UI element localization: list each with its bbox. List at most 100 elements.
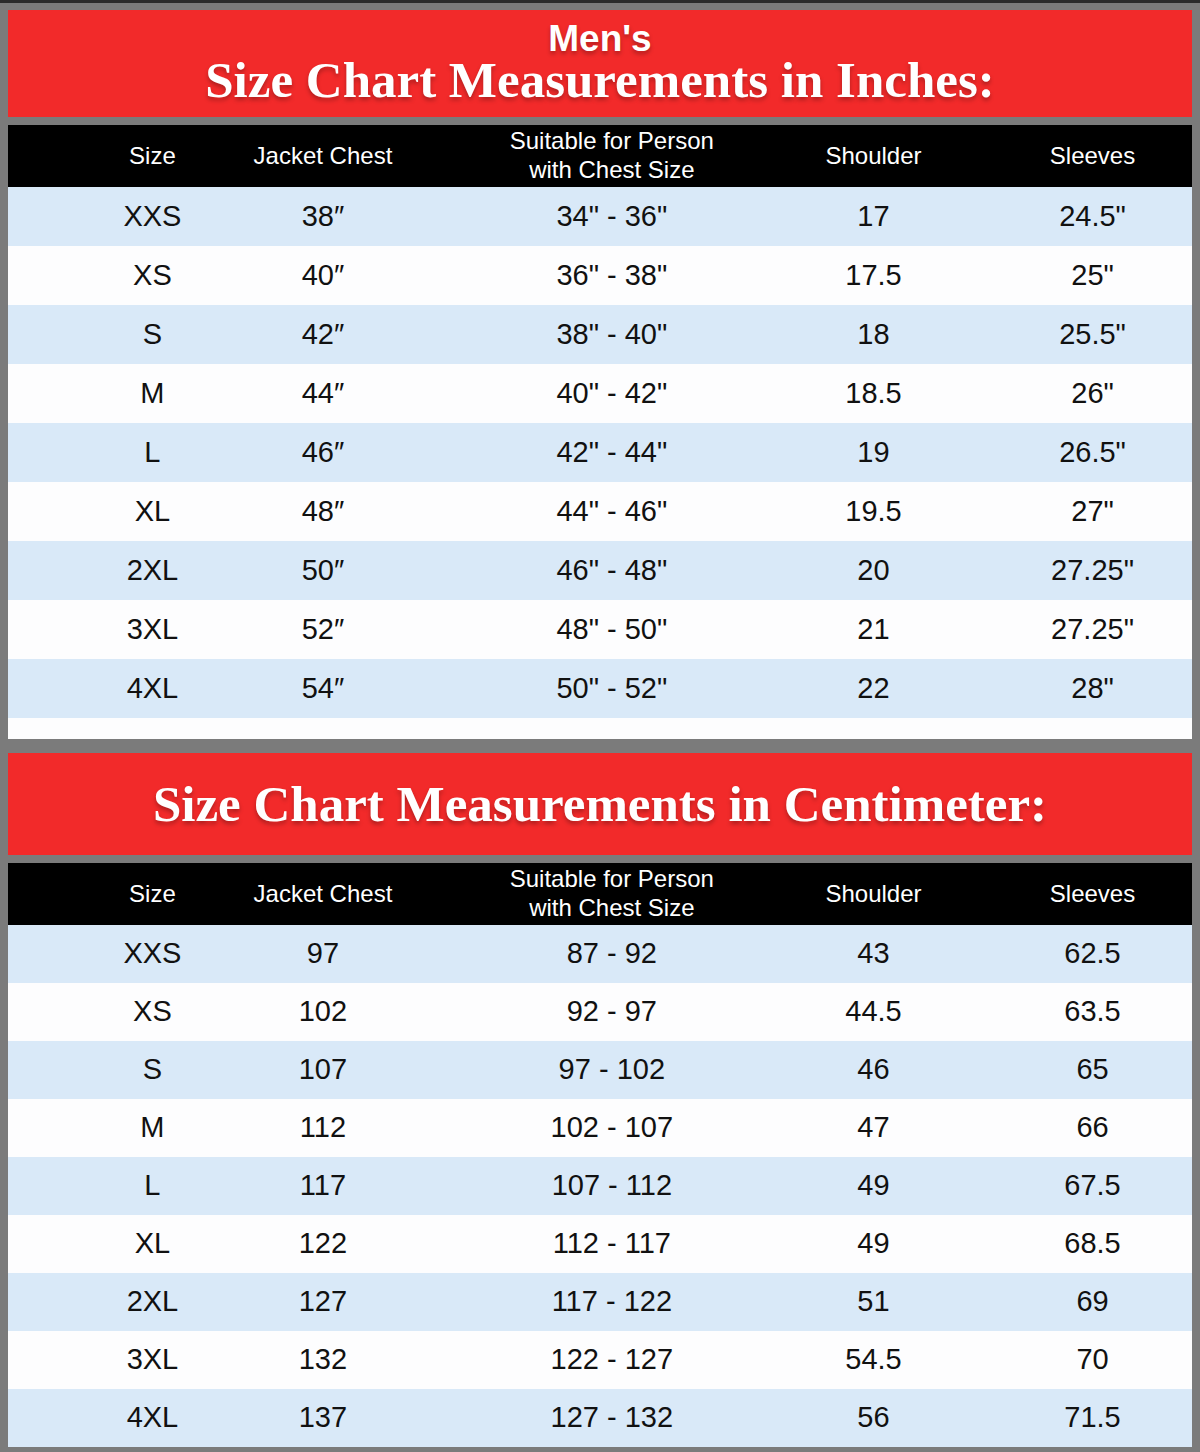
table-cell: 70 [1076, 1344, 1108, 1375]
column-header: Shoulder [825, 880, 921, 909]
table-row: M44″40" - 42"18.526" [8, 364, 1192, 423]
table-cell: 24.5" [1059, 201, 1126, 232]
table-cell: L [144, 437, 160, 468]
table-cell: 48″ [302, 496, 345, 527]
table-row: 3XL 52″ 48" - 50" 21 27.25" [8, 600, 1192, 659]
table-cell: 117 - 122 [552, 1286, 672, 1317]
table-cell: S [143, 319, 162, 350]
table-cell: 46″ [302, 437, 345, 468]
table-cell: 27.25" [1051, 555, 1134, 586]
table-row: 2XL 127 117 - 122 51 69 [8, 1273, 1192, 1331]
table-cell: 71.5 [1064, 1402, 1120, 1433]
table-row: 2XL 50″ 46" - 48" 20 27.25" [8, 541, 1192, 600]
table-cell: 27" [1071, 496, 1114, 527]
table-cell: 97 - 102 [559, 1054, 665, 1085]
table-cell: 26.5" [1059, 437, 1126, 468]
table-cell: XXS [123, 938, 181, 969]
table-row: XL48″44" - 46"19.527" [8, 482, 1192, 541]
table-cell: 4XL [127, 673, 179, 704]
table-cell: 2XL [127, 1286, 179, 1317]
table-cell: 137 [299, 1402, 347, 1433]
table-cell: 43 [857, 938, 889, 969]
table-row: L117107 - 1124967.5 [8, 1157, 1192, 1215]
column-header: Jacket Chest [254, 142, 393, 171]
inches-table-header-row: Size Jacket Chest Suitable for Person with… [8, 125, 1192, 187]
table-row: 4XL137127 - 1325671.5 [8, 1389, 1192, 1447]
table-cell: 36" - 38" [556, 260, 667, 291]
table-cell: 25" [1071, 260, 1114, 291]
column-header: Sleeves [1050, 880, 1135, 909]
table-cell: 21 [857, 614, 889, 645]
table-cell: 65 [1076, 1054, 1108, 1085]
table-cell: 97 [307, 938, 339, 969]
table-cell: 46" - 48" [556, 555, 667, 586]
table-cell: 44″ [302, 378, 345, 409]
table-row: XXS38″34" - 36"1724.5" [8, 187, 1192, 246]
centimeter-banner-title: Size Chart Measurements in Centimeter: [153, 778, 1047, 830]
table-row: S42″38" - 40"1825.5" [8, 305, 1192, 364]
inches-table-body: XXS38″34" - 36"1724.5"XS40″36" - 38"17.5… [8, 187, 1192, 718]
table-cell: 46 [857, 1054, 889, 1085]
table-cell: 49 [857, 1170, 889, 1201]
table-cell: 34" - 36" [556, 201, 667, 232]
table-cell: 17.5 [845, 260, 901, 291]
table-cell: 127 [299, 1286, 347, 1317]
table-cell: 112 [300, 1112, 346, 1143]
column-header: Sleeves [1050, 142, 1135, 171]
table-cell: 68.5 [1064, 1228, 1120, 1259]
table-cell: 40″ [302, 260, 345, 291]
table-cell: 27.25" [1051, 614, 1134, 645]
table-cell: 50″ [302, 555, 345, 586]
column-header: Size [129, 880, 176, 909]
inches-banner-title: Size Chart Measurements in Inches: [205, 54, 994, 106]
table-cell: XXS [123, 201, 181, 232]
centimeter-table-body: XXS9787 - 924362.5XS10292 - 9744.563.5S1… [8, 925, 1192, 1447]
table-cell: 18 [857, 319, 889, 350]
table-cell: 42" - 44" [556, 437, 667, 468]
table-footer-strip [8, 718, 1192, 739]
table-cell: XS [133, 996, 172, 1027]
table-cell: 62.5 [1064, 938, 1120, 969]
table-cell: 42″ [302, 319, 345, 350]
table-cell: 87 - 92 [567, 938, 657, 969]
table-row: XL122112 - 1174968.5 [8, 1215, 1192, 1273]
table-cell: 49 [857, 1228, 889, 1259]
table-row: 4XL54″50" - 52"2228" [8, 659, 1192, 718]
table-cell: 132 [299, 1344, 347, 1375]
table-cell: 112 - 117 [553, 1228, 671, 1259]
table-cell: 107 - 112 [552, 1170, 672, 1201]
table-cell: 17 [857, 201, 889, 232]
table-cell: 69 [1076, 1286, 1108, 1317]
column-header: Suitable for Person with Chest Size [510, 127, 714, 185]
table-cell: 50" - 52" [556, 673, 667, 704]
table-row: 3XL132122 - 12754.570 [8, 1331, 1192, 1389]
table-cell: 122 [299, 1228, 347, 1259]
table-cell: 20 [857, 555, 889, 586]
inches-size-table: Size Jacket Chest Suitable for Person with… [8, 125, 1192, 718]
table-cell: 67.5 [1064, 1170, 1120, 1201]
table-cell: 22 [857, 673, 889, 704]
table-cell: 19 [857, 437, 889, 468]
table-cell: 52″ [302, 614, 345, 645]
table-cell: 3XL [127, 614, 179, 645]
table-cell: 2XL [127, 555, 179, 586]
centimeter-banner: Size Chart Measurements in Centimeter: [8, 753, 1192, 855]
centimeter-size-table: SizeJacket ChestSuitable for Person with… [8, 863, 1192, 1447]
table-cell: 122 - 127 [551, 1344, 674, 1375]
column-header: Size [129, 142, 176, 171]
table-cell: 51 [857, 1286, 889, 1317]
table-cell: L [144, 1170, 160, 1201]
table-row: L 46″ 42" - 44" 19 26.5" [8, 423, 1192, 482]
table-cell: M [140, 1112, 164, 1143]
table-cell: 25.5" [1059, 319, 1126, 350]
table-cell: 48" - 50" [556, 614, 667, 645]
table-cell: S [143, 1054, 162, 1085]
table-cell: 63.5 [1064, 996, 1120, 1027]
table-cell: XS [133, 260, 172, 291]
table-cell: 92 - 97 [567, 996, 657, 1027]
table-cell: 47 [857, 1112, 889, 1143]
table-cell: 56 [857, 1402, 889, 1433]
table-cell: 107 [299, 1054, 347, 1085]
table-cell: 102 [299, 996, 347, 1027]
table-cell: 3XL [127, 1344, 179, 1375]
